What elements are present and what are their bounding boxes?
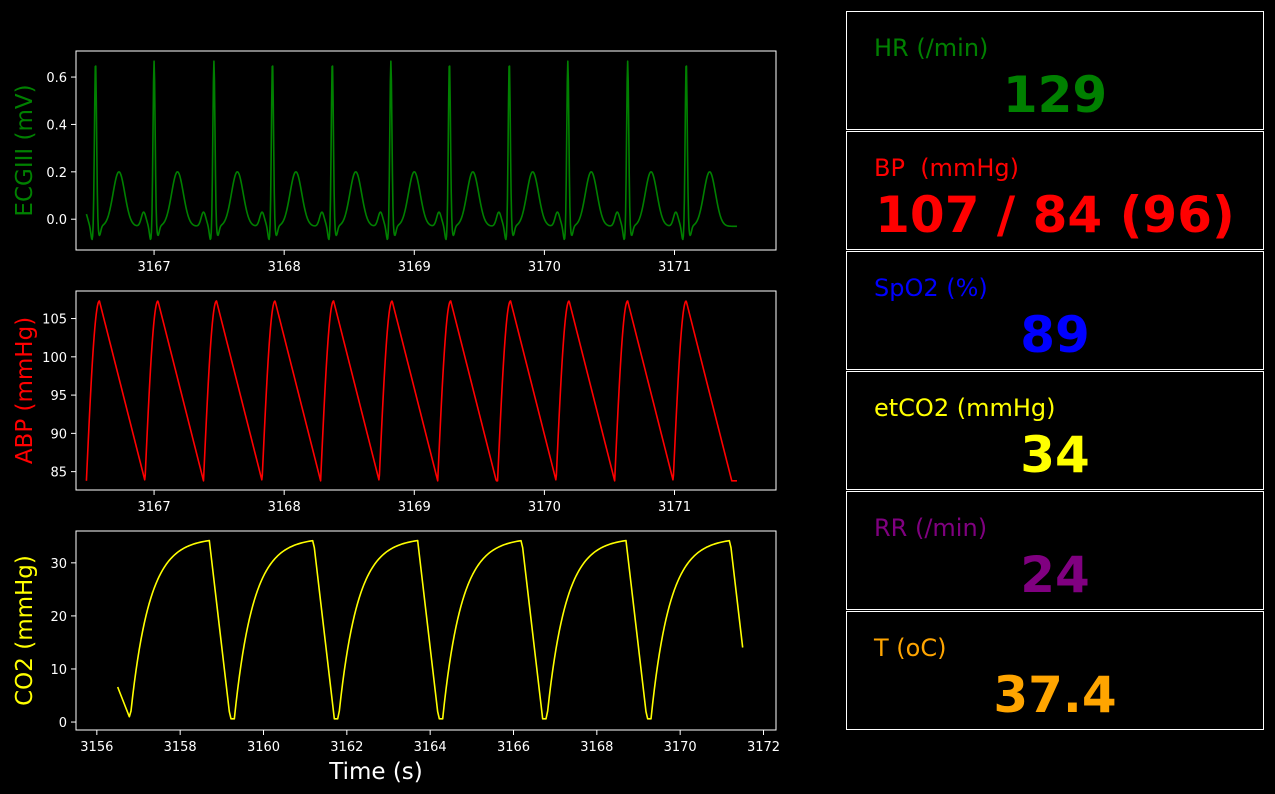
abp-y-tick-label: 90 xyxy=(50,427,67,442)
co2-x-tick-label: 3158 xyxy=(164,740,197,755)
co2-y-axis-label: CO2 (mmHg) xyxy=(12,555,38,706)
etco2-label: etCO2 (mmHg) xyxy=(874,394,1056,422)
co2-x-tick-label: 3170 xyxy=(664,740,697,755)
co2-chart: 3156 3158 3160 3162 3164 3166 3168 3170 3172 0 10 2… xyxy=(12,530,780,785)
co2-x-tick-label: 3162 xyxy=(330,740,363,755)
abp-y-axis-label: ABP (mmHg) xyxy=(12,317,38,464)
co2-plot-frame xyxy=(75,530,777,731)
etco2-box: etCO2 (mmHg) 34 xyxy=(846,371,1264,490)
ecg-y-tick-label: 0.4 xyxy=(46,118,67,133)
co2-y-tick-label: 10 xyxy=(50,663,67,678)
abp-x-tick-label: 3167 xyxy=(138,500,171,515)
bp-label: BP (mmHg) xyxy=(874,154,1019,182)
abp-chart: 3167 3168 3169 3170 3171 85 90 95 100 105 ABP (mmH… xyxy=(12,290,777,515)
rr-value: 24 xyxy=(1020,546,1090,604)
abp-x-tick-label: 3169 xyxy=(398,500,431,515)
ecg-y-tick-label: 0.6 xyxy=(46,71,67,86)
ecg-x-tick-label: 3167 xyxy=(138,260,171,275)
abp-x-tick-label: 3171 xyxy=(658,500,691,515)
abp-series-line xyxy=(85,300,738,482)
abp-x-tick-label: 3170 xyxy=(528,500,561,515)
ecg-plot-frame xyxy=(75,50,777,251)
co2-x-tick-label: 3160 xyxy=(247,740,280,755)
bp-box: BP (mmHg) 107 / 84 (96) xyxy=(846,131,1264,250)
ecg-y-axis-label: ECGIII (mV) xyxy=(12,84,38,216)
temp-box: T (oC) 37.4 xyxy=(846,611,1264,730)
x-axis-label: Time (s) xyxy=(328,759,423,785)
co2-x-tick-label: 3156 xyxy=(80,740,113,755)
co2-y-tick-label: 30 xyxy=(50,557,67,572)
ecg-x-tick-label: 3168 xyxy=(268,260,301,275)
rr-box: RR (/min) 24 xyxy=(846,491,1264,610)
abp-y-tick-label: 85 xyxy=(50,466,67,481)
co2-series-line xyxy=(116,539,744,720)
spo2-label: SpO2 (%) xyxy=(874,274,988,302)
co2-x-tick-label: 3168 xyxy=(580,740,613,755)
spo2-value: 89 xyxy=(1020,306,1090,364)
abp-x-tick-label: 3168 xyxy=(268,500,301,515)
ecg-x-tick-label: 3171 xyxy=(658,260,691,275)
hr-box: HR (/min) 129 xyxy=(846,11,1264,130)
spo2-box: SpO2 (%) 89 xyxy=(846,251,1264,370)
bp-value: 107 / 84 (96) xyxy=(875,186,1235,244)
co2-x-tick-label: 3164 xyxy=(414,740,447,755)
ecg-x-tick-label: 3170 xyxy=(528,260,561,275)
abp-y-tick-label: 95 xyxy=(50,389,67,404)
temp-value: 37.4 xyxy=(993,666,1117,724)
abp-y-tick-label: 100 xyxy=(42,351,67,366)
waveform-charts: 3167 3168 3169 3170 3171 0.0 0.2 0.4 0.6 ECGIII (… xyxy=(12,50,780,785)
ecg-x-tick-label: 3169 xyxy=(398,260,431,275)
co2-x-tick-label: 3166 xyxy=(497,740,530,755)
ecg-y-tick-label: 0.2 xyxy=(46,166,67,181)
rr-label: RR (/min) xyxy=(874,514,988,542)
abp-y-tick-label: 105 xyxy=(42,313,67,328)
co2-y-tick-label: 20 xyxy=(50,610,67,625)
co2-x-tick-label: 3172 xyxy=(747,740,780,755)
etco2-value: 34 xyxy=(1020,426,1090,484)
co2-y-tick-label: 0 xyxy=(59,716,67,731)
abp-plot-frame xyxy=(75,290,777,491)
ecg-y-tick-label: 0.0 xyxy=(46,213,67,228)
ecg-series-line xyxy=(85,60,738,241)
ecg-chart: 3167 3168 3169 3170 3171 0.0 0.2 0.4 0.6 ECGIII (… xyxy=(12,50,777,275)
temp-label: T (oC) xyxy=(874,634,947,662)
hr-value: 129 xyxy=(1002,66,1108,124)
hr-label: HR (/min) xyxy=(874,34,989,62)
